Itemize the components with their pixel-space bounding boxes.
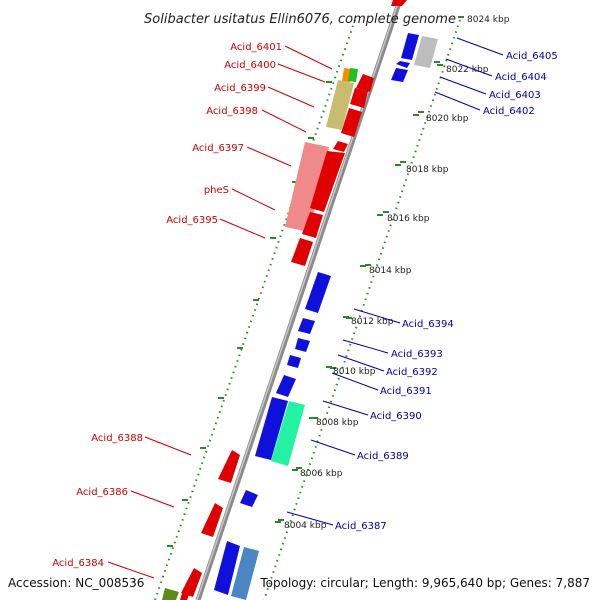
- kbp-label: 8020 kbp: [426, 114, 469, 124]
- gene-glyph: [162, 588, 179, 600]
- gene-label-acid-6388: Acid_6388: [91, 433, 143, 444]
- gene-glyph: [310, 151, 345, 212]
- gene-label-acid-6399: Acid_6399: [214, 83, 266, 94]
- gene-glyph: [214, 541, 240, 595]
- gene-label-acid-6397: Acid_6397: [192, 143, 244, 154]
- map-title: Solibacter usitatus Ellin6076, complete …: [144, 12, 456, 27]
- gene-label-acid-6391: Acid_6391: [380, 386, 432, 397]
- gene-label-acid-6384: Acid_6384: [52, 558, 104, 569]
- gene-glyph: [180, 590, 190, 600]
- accession-label: Accession: NC_008536: [8, 576, 144, 590]
- gene-glyph: [391, 0, 407, 6]
- gene-glyph: [255, 397, 288, 460]
- kbp-label: 8022 kbp: [446, 65, 489, 75]
- gc-track-left: [154, 19, 356, 600]
- gene-glyph: [181, 568, 202, 597]
- gene-label-acid-6389: Acid_6389: [357, 451, 409, 462]
- forward-gene-labels: Acid_6401 Acid_6400 Acid_6399 Acid_6398 …: [52, 42, 282, 569]
- gene-label-acid-6392: Acid_6392: [386, 367, 438, 378]
- gene-glyph: [401, 33, 419, 60]
- kbp-label: 8010 kbp: [333, 367, 376, 377]
- kbp-label: 8008 kbp: [316, 418, 359, 428]
- gene-label-acid-6394: Acid_6394: [402, 319, 454, 330]
- gene-glyph: [218, 450, 240, 483]
- kbp-label: 8006 kbp: [300, 469, 343, 479]
- gene-glyph: [326, 80, 354, 130]
- gene-glyph: [333, 141, 348, 152]
- topology-label: Topology: circular; Length: 9,965,640 bp…: [259, 576, 590, 590]
- reverse-leaders: [286, 37, 504, 526]
- gene-glyph: [356, 74, 374, 92]
- gene-label-acid-6404: Acid_6404: [495, 72, 547, 83]
- gene-glyph: [291, 238, 313, 266]
- gene-glyph: [240, 490, 258, 507]
- gene-glyph: [295, 338, 310, 352]
- gene-glyph: [391, 68, 408, 82]
- gene-label-acid-6395: Acid_6395: [166, 215, 218, 226]
- gene-label-acid-6386: Acid_6386: [76, 487, 128, 498]
- gene-label-acid-6390: Acid_6390: [370, 411, 422, 422]
- kbp-ticks: [275, 16, 464, 523]
- gene-glyph: [276, 375, 296, 397]
- gene-glyph: [285, 142, 329, 232]
- gene-glyph: [414, 36, 438, 68]
- gene-glyphs: [162, 0, 438, 600]
- gene-glyph: [271, 401, 305, 466]
- gene-glyph: [231, 547, 259, 600]
- gene-glyph: [298, 318, 315, 334]
- gene-label-acid-6393: Acid_6393: [391, 349, 443, 360]
- gene-glyph: [348, 68, 358, 82]
- gene-label-acid-6401: Acid_6401: [230, 42, 282, 53]
- gene-glyph: [396, 61, 410, 68]
- kbp-label: 8024 kbp: [467, 15, 510, 25]
- kbp-label: 8004 kbp: [284, 521, 327, 531]
- gc-track-right: [263, 19, 461, 600]
- kbp-label: 8012 kbp: [351, 317, 394, 327]
- gene-label-acid-6402: Acid_6402: [483, 106, 535, 117]
- kbp-label: 8014 kbp: [369, 266, 412, 276]
- kbp-labels: 8004 kbp 8006 kbp 8008 kbp 8010 kbp 8012…: [284, 15, 510, 531]
- kbp-label: 8018 kbp: [406, 165, 449, 175]
- gene-label-acid-6387: Acid_6387: [335, 521, 387, 532]
- gene-label-acid-6405: Acid_6405: [506, 51, 558, 62]
- gene-glyph: [305, 272, 331, 313]
- gene-label-phes: pheS: [204, 185, 229, 196]
- kbp-label: 8016 kbp: [387, 214, 430, 224]
- gene-label-acid-6398: Acid_6398: [206, 106, 258, 117]
- gene-glyph: [341, 108, 362, 137]
- gene-glyph: [350, 88, 368, 108]
- gene-label-acid-6400: Acid_6400: [224, 60, 276, 71]
- reverse-gene-labels: Acid_6405 Acid_6404 Acid_6403 Acid_6402 …: [335, 51, 558, 532]
- forward-leaders: [107, 45, 333, 579]
- gene-label-acid-6403: Acid_6403: [489, 90, 541, 101]
- gene-glyph: [201, 503, 223, 537]
- gene-glyph: [287, 355, 301, 368]
- gene-glyph: [302, 212, 323, 238]
